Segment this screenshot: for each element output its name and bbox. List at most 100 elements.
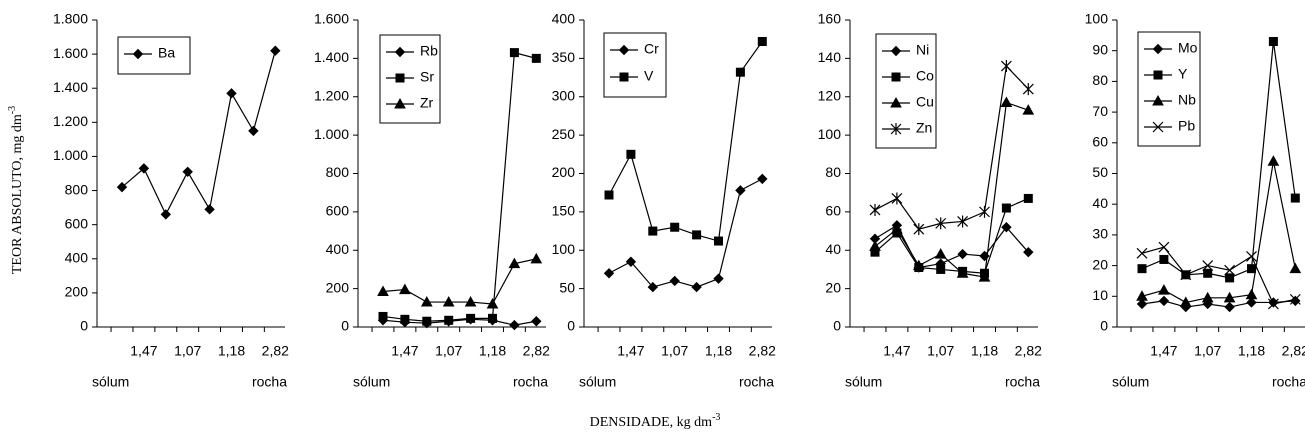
data-point [1180, 269, 1192, 281]
data-point [1290, 295, 1301, 307]
data-point [1224, 301, 1235, 313]
y-tick-label: 60 [825, 203, 841, 219]
data-point [1159, 254, 1169, 264]
x-annotation: sólum [579, 374, 616, 390]
y-tick-label: 30 [1092, 226, 1108, 242]
legend-marker [890, 96, 902, 108]
y-tick-label: 40 [825, 241, 841, 257]
series-line [874, 101, 1029, 278]
x-tick-label: 1,18 [479, 343, 506, 359]
data-point [420, 296, 433, 307]
data-point [603, 268, 615, 279]
data-point [1158, 241, 1170, 253]
y-tick-label: 800 [326, 164, 350, 180]
y-tick-label: 1.600 [53, 45, 88, 61]
data-point [1022, 104, 1035, 115]
legend-label: Nb [1178, 92, 1196, 108]
x-tick-label: 1,47 [883, 343, 910, 359]
data-point [530, 252, 543, 264]
legend-label: Cr [644, 41, 659, 57]
data-point [182, 166, 193, 178]
data-point [913, 223, 925, 236]
y-tick-label: 0 [567, 318, 575, 334]
data-point [1136, 247, 1148, 259]
data-point [1289, 293, 1301, 305]
legend-marker [395, 73, 405, 83]
data-point [625, 256, 637, 267]
x-tick-label: 1,47 [1150, 343, 1177, 359]
x-tick-label: 1,18 [1238, 343, 1265, 359]
x-tick-label: 1,47 [130, 343, 157, 359]
data-point [912, 259, 925, 271]
y-tick-label: 100 [818, 126, 842, 142]
y-tick-label: 0 [80, 318, 88, 334]
legend-label: Rb [420, 43, 438, 59]
x-tick-label: 2,82 [1282, 343, 1305, 359]
y-tick-label: 10 [1092, 287, 1108, 303]
data-point [1267, 298, 1279, 310]
data-point [935, 217, 947, 230]
data-point [466, 313, 476, 323]
y-tick-label: 0 [341, 318, 349, 334]
legend-marker [394, 46, 406, 58]
y-tick-label: 1.200 [53, 113, 88, 129]
data-point [1203, 268, 1213, 278]
data-point [248, 125, 259, 137]
data-point [869, 203, 881, 216]
data-point [735, 67, 745, 77]
y-tick-label: 1.400 [314, 49, 349, 65]
y-tick-label: 20 [1092, 256, 1108, 272]
data-point [138, 163, 150, 174]
data-point [509, 319, 520, 331]
data-point [464, 296, 477, 307]
legend-marker [1152, 94, 1164, 106]
data-point [270, 45, 281, 56]
data-point [604, 190, 614, 200]
y-tick-label: 400 [65, 249, 89, 265]
series-line [874, 197, 1029, 274]
data-point [1001, 203, 1011, 213]
y-tick-label: 1.800 [53, 11, 88, 27]
y-tick-label: 120 [818, 87, 842, 103]
legend-label: Pb [1178, 118, 1195, 134]
x-tick-label: 1,18 [971, 343, 998, 359]
data-point [1000, 96, 1013, 108]
x-annotation: sólum [1112, 374, 1149, 390]
legend-label: Ni [916, 42, 929, 58]
data-point [957, 215, 969, 228]
legend-marker [890, 123, 902, 135]
data-point [891, 192, 903, 205]
legend-marker [1152, 121, 1164, 133]
x-tick-label: 2,82 [262, 343, 289, 359]
y-tick-label: 80 [825, 164, 841, 180]
x-annotation: rocha [739, 374, 774, 390]
series-line [1141, 161, 1296, 304]
legend-label: Zn [916, 120, 932, 136]
data-point [1246, 250, 1257, 262]
x-tick-label: 1,07 [661, 343, 688, 359]
legend-marker [619, 72, 629, 82]
y-tick-label: 140 [818, 49, 842, 65]
x-axis-title-text: DENSIDADE, kg dm [590, 415, 713, 430]
data-point [1245, 288, 1258, 300]
data-point [978, 271, 991, 282]
legend-box [117, 36, 191, 75]
y-tick-label: 200 [65, 284, 89, 300]
data-point [648, 226, 658, 236]
data-point [444, 315, 454, 325]
data-point [757, 173, 768, 185]
y-tick-label: 200 [326, 279, 350, 295]
data-point [400, 314, 410, 324]
legend-marker [891, 72, 901, 82]
legend-label: Co [916, 68, 934, 84]
series-line [121, 50, 276, 216]
y-tick-label: 600 [65, 215, 89, 231]
series-line [1141, 246, 1296, 305]
data-point [486, 297, 499, 309]
x-annotation: rocha [252, 374, 287, 390]
x-axis-title-sup: -3 [712, 412, 720, 423]
data-point [714, 236, 723, 246]
data-point [1268, 297, 1279, 308]
data-point [757, 36, 767, 46]
